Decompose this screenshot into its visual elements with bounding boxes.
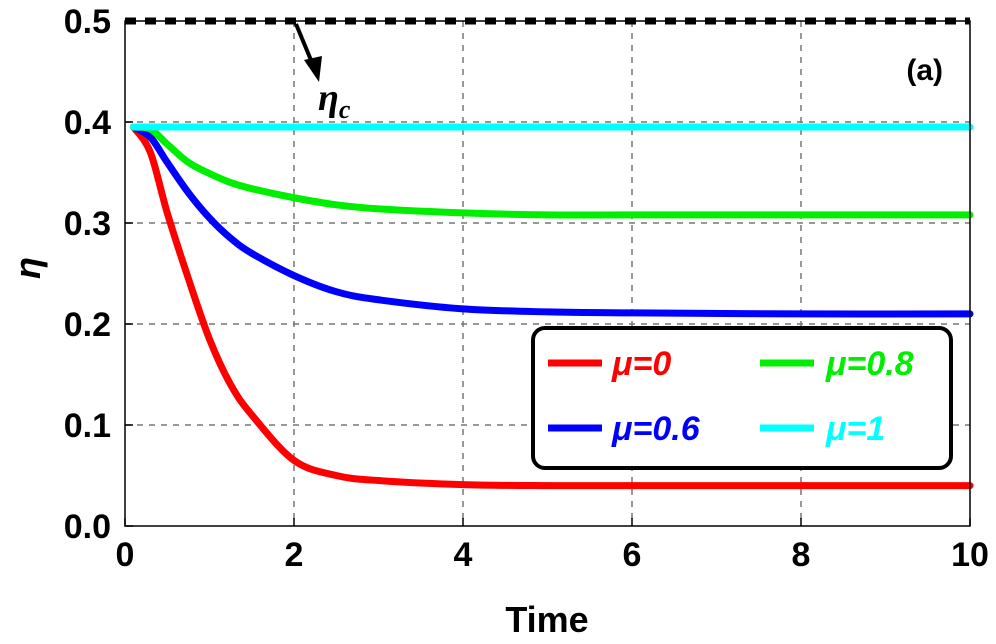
y-tick-label: 0.1	[64, 407, 111, 445]
x-tick-label: 10	[951, 536, 989, 574]
x-tick-label: 2	[285, 536, 304, 574]
y-tick-label: 0.3	[64, 205, 111, 243]
series-line-0	[129, 123, 974, 490]
legend-label-mu-0.6: μ=0.6	[611, 410, 701, 448]
y-tick-label: 0.2	[64, 306, 111, 344]
y-tick-label: 0.5	[64, 3, 111, 41]
y-axis-title: η	[7, 257, 48, 279]
legend-label-mu-0: μ=0	[611, 345, 671, 383]
series-line-1	[129, 123, 974, 318]
ticks: 0 2 4 6 8 10 0.0 0.1 0.2 0.3 0.4 0.5	[64, 3, 989, 574]
x-tick-label: 0	[116, 536, 135, 574]
panel-label: (a)	[906, 54, 943, 87]
eta-c-annotation: ηc	[294, 23, 351, 124]
plot-frame	[124, 20, 971, 527]
legend-box	[531, 326, 953, 470]
x-tick-label: 4	[454, 536, 473, 574]
y-tick-label: 0.4	[64, 104, 111, 142]
annotation-arrowhead	[304, 56, 322, 82]
legend-label-mu-0.8: μ=0.8	[825, 345, 914, 383]
series-layer	[129, 123, 974, 490]
legend: μ=0 μ=0.8 μ=0.6 μ=1	[531, 326, 953, 470]
x-axis-title: Time	[505, 599, 588, 640]
annotation-arrow-shaft	[294, 23, 315, 66]
y-tick-label: 0.0	[64, 508, 111, 546]
x-tick-label: 8	[792, 536, 811, 574]
legend-label-mu-1: μ=1	[825, 410, 885, 448]
annotation-text: ηc	[318, 77, 351, 124]
x-tick-label: 6	[623, 536, 642, 574]
series-line-2	[129, 123, 974, 219]
